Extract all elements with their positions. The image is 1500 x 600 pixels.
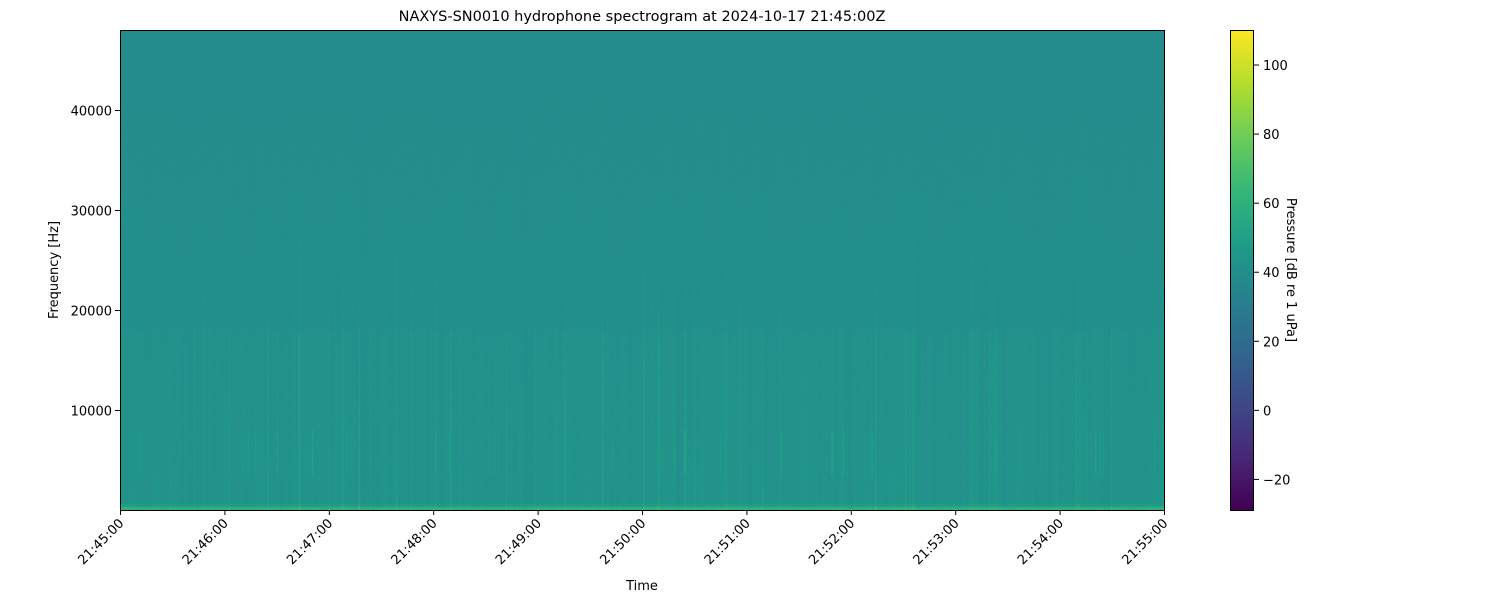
y-axis: 10000 20000 30000 40000 — [71, 105, 120, 420]
colorbar-axis: −20 0 20 40 60 80 100 — [1254, 59, 1290, 488]
plot-frame — [120, 30, 1165, 511]
x-axis: 21:45:00 21:46:00 21:47:00 21:48:00 21:49:00… — [75, 510, 1171, 568]
y-axis-label: Frequency [Hz] — [47, 221, 62, 319]
colorbar-label: Pressure [dB re 1 uPa] — [1283, 198, 1298, 342]
chart-title: NAXYS-SN0010 hydrophone spectrogram at 2… — [399, 9, 886, 25]
colorbar-gradient — [1230, 30, 1253, 510]
x-axis-label: Time — [625, 579, 658, 594]
spectrogram-heatmap — [120, 30, 1164, 510]
x-tick-label: 21:49:00 — [493, 516, 545, 568]
y-tick-label: 10000 — [71, 405, 112, 420]
y-tick-label: 40000 — [71, 105, 112, 120]
colorbar-tick-label: 0 — [1263, 404, 1271, 419]
x-tick-label: 21:48:00 — [389, 516, 441, 568]
y-tick-label: 20000 — [71, 305, 112, 320]
colorbar-tick-label: 40 — [1263, 266, 1280, 281]
x-tick-label: 21:50:00 — [597, 516, 649, 568]
x-tick-label: 21:53:00 — [911, 516, 963, 568]
colorbar-tick-label: 100 — [1263, 59, 1288, 74]
x-tick-label: 21:52:00 — [806, 516, 858, 568]
colorbar-tick-label: 60 — [1263, 197, 1280, 212]
x-tick-label: 21:47:00 — [284, 516, 336, 568]
colorbar-tick-label: 20 — [1263, 335, 1280, 350]
colorbar-frame — [1230, 30, 1254, 511]
colorbar-tick-label: 80 — [1263, 128, 1280, 143]
x-tick-label: 21:55:00 — [1119, 516, 1171, 568]
x-tick-label: 21:45:00 — [75, 516, 127, 568]
x-tick-label: 21:54:00 — [1015, 516, 1067, 568]
y-tick-label: 30000 — [71, 205, 112, 220]
colorbar-tick-label: −20 — [1263, 473, 1290, 488]
x-tick-label: 21:51:00 — [702, 516, 754, 568]
x-tick-label: 21:46:00 — [180, 516, 232, 568]
